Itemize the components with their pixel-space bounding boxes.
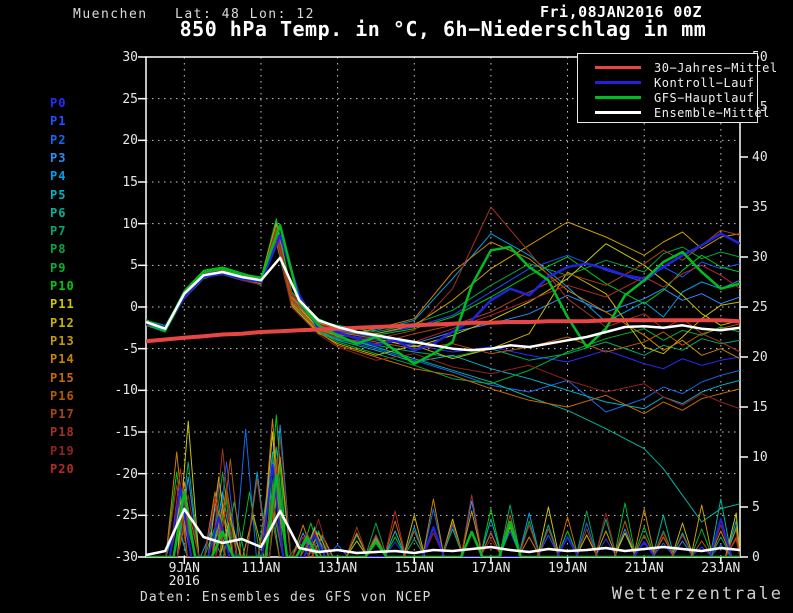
member-label-p5: P5 xyxy=(50,187,67,202)
y-axis-right-tick: 20 xyxy=(752,350,768,365)
y-axis-left-tick: -15 xyxy=(114,425,138,440)
y-axis-left-tick: -30 xyxy=(114,550,138,565)
temp-line-1 xyxy=(146,232,740,352)
y-axis-right-tick: 30 xyxy=(752,250,768,265)
member-temp-line-p8 xyxy=(146,229,740,333)
coords-label: Lat: 48 Lon: 12 xyxy=(175,7,315,22)
y-axis-left-tick: 20 xyxy=(122,133,138,149)
x-axis-tick: 21JAN xyxy=(624,561,664,576)
control-precip-line xyxy=(146,464,740,557)
y-axis-right-tick: 5 xyxy=(752,500,760,515)
member-label-p9: P9 xyxy=(50,260,67,275)
member-label-p10: P10 xyxy=(50,279,75,293)
y-axis-right-tick: 25 xyxy=(752,300,768,315)
chart-title: 850 hPa Temp. in °C, 6h−Niederschlag in … xyxy=(179,17,707,41)
run-datetime-label: Fri,08JAN2016 00Z xyxy=(540,3,703,21)
member-temp-line-p10 xyxy=(146,218,740,336)
x-axis-tick: 11JAN xyxy=(241,561,281,576)
legend-item: Kontroll−Lauf xyxy=(578,75,757,90)
member-precip-line-p14 xyxy=(146,418,740,557)
x-axis-tick: 17JAN xyxy=(471,561,511,576)
legend-item: Ensemble−Mittel xyxy=(578,105,769,120)
y-axis-left-tick: 10 xyxy=(122,216,138,232)
member-temp-line-p18 xyxy=(146,206,740,353)
member-label-p13: P13 xyxy=(50,333,75,348)
y-axis-left-tick: 0 xyxy=(130,300,138,315)
y-axis-right-tick: 35 xyxy=(752,200,768,215)
chart-legend: 30−Jahres−Mittel Kontroll−Lauf GFS−Hauptla… xyxy=(577,53,777,123)
y-axis-right-tick: 40 xyxy=(752,150,768,165)
member-temp-line-p7 xyxy=(146,241,740,361)
member-precip-line-p20 xyxy=(146,468,740,557)
y-axis-right-tick: 10 xyxy=(752,450,768,465)
member-label-p17: P17 xyxy=(50,407,75,422)
member-label-p14: P14 xyxy=(50,352,75,367)
legend-item: 30−Jahres−Mittel xyxy=(578,60,777,75)
station-label: Muenchen xyxy=(73,7,148,22)
member-label-p20: P20 xyxy=(50,462,75,476)
y-axis-left-tick: 15 xyxy=(122,175,138,190)
member-precip-line-p13 xyxy=(146,456,740,557)
y-axis-left-tick: -25 xyxy=(114,508,138,524)
y-axis-left-tick: -10 xyxy=(114,383,138,399)
y-axis-left-tick: -5 xyxy=(122,341,138,357)
y-axis-left-tick: 30 xyxy=(122,50,138,65)
member-temp-line-p11 xyxy=(146,224,740,348)
member-label-p3: P3 xyxy=(50,150,67,165)
member-precip-line-p11 xyxy=(146,420,740,557)
member-label-p7: P7 xyxy=(50,224,67,239)
legend-label: 30−Jahres−Mittel xyxy=(654,60,778,75)
member-label-p1: P1 xyxy=(50,114,67,129)
member-label-p19: P19 xyxy=(50,443,75,458)
temp-line-3 xyxy=(146,256,740,352)
y-axis-left-tick: 25 xyxy=(122,91,138,107)
member-label-p11: P11 xyxy=(50,297,75,312)
data-credit-label: Daten: Ensembles des GFS von NCEP xyxy=(140,590,432,605)
member-temp-line-p1 xyxy=(146,228,740,335)
member-precip-line-p6 xyxy=(146,481,740,557)
x-axis-tick: 9JAN xyxy=(168,561,200,576)
legend-label: GFS−Hauptlauf xyxy=(654,90,755,105)
member-label-p6: P6 xyxy=(50,205,67,220)
temp-line-0 xyxy=(146,318,740,344)
gfs-precip-line xyxy=(146,473,740,557)
brand-label: Wetterzentrale xyxy=(611,584,783,604)
temp-line-2 xyxy=(146,224,740,365)
legend-line-swatch xyxy=(595,66,641,69)
x-axis-tick: 15JAN xyxy=(394,561,434,576)
member-label-p16: P16 xyxy=(50,388,75,403)
legend-label: Kontroll−Lauf xyxy=(654,75,755,90)
member-temp-line-p14 xyxy=(146,229,740,360)
legend-line-swatch xyxy=(595,111,641,114)
y-axis-left-tick: 5 xyxy=(130,258,138,274)
x-axis-tick: 23JAN xyxy=(701,561,741,576)
member-label-p12: P12 xyxy=(50,315,75,330)
legend-item: GFS−Hauptlauf xyxy=(578,90,757,105)
member-label-p8: P8 xyxy=(50,242,67,257)
legend-line-swatch xyxy=(595,96,641,99)
member-label-p0: P0 xyxy=(50,96,67,110)
x-axis-year-label: 2016 xyxy=(168,574,200,589)
member-label-p2: P2 xyxy=(50,132,67,147)
x-axis-tick: 13JAN xyxy=(318,561,358,576)
ensemble-mean-precip-line xyxy=(146,507,740,557)
x-axis-tick: 19JAN xyxy=(547,561,588,576)
member-label-p15: P15 xyxy=(50,370,75,385)
member-precip-line-p15 xyxy=(146,468,740,557)
legend-line-swatch xyxy=(595,81,641,84)
member-label-p18: P18 xyxy=(50,425,75,440)
member-label-p4: P4 xyxy=(50,169,67,184)
y-axis-left-tick: -20 xyxy=(114,466,138,482)
y-axis-right-tick: 15 xyxy=(752,400,768,415)
member-precip-line-p1 xyxy=(146,461,740,557)
legend-label: Ensemble−Mittel xyxy=(654,105,770,120)
y-axis-right-tick: 0 xyxy=(752,550,760,565)
